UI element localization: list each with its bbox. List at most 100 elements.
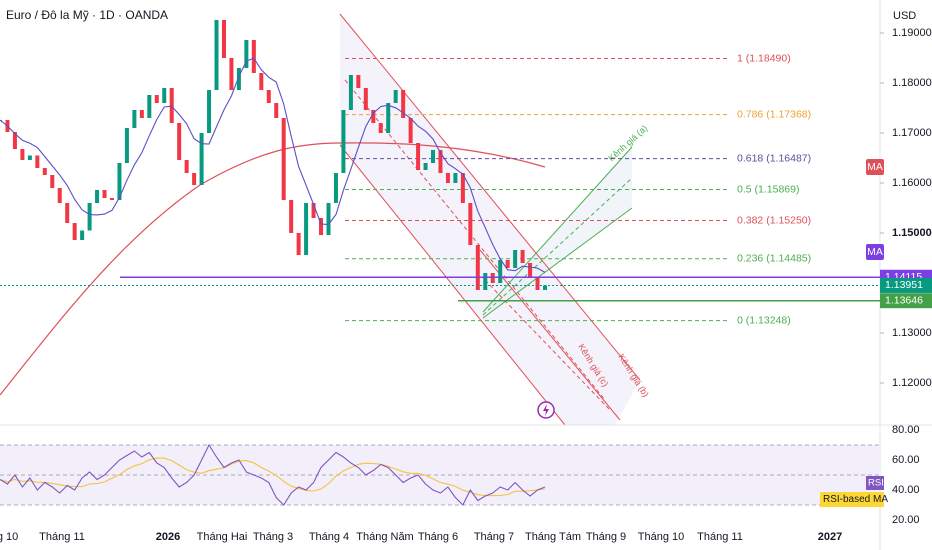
price-tag: 1.13951: [885, 279, 923, 291]
x-tick-label: 2027: [818, 531, 842, 543]
x-tick-label: Tháng 6: [418, 531, 458, 543]
candle: [505, 260, 510, 268]
candle: [199, 133, 204, 185]
rsi-tag: RSI: [868, 478, 884, 489]
candle: [281, 118, 286, 200]
ma-200-line: [0, 142, 546, 396]
x-tick-label: Tháng Năm: [356, 531, 413, 543]
candle: [543, 285, 547, 290]
candle: [423, 163, 428, 170]
fib-label: 1 (1.18490): [737, 52, 791, 64]
rsi-tick-label: 20.00: [892, 514, 920, 526]
channel-line: [344, 79, 606, 401]
candle: [453, 173, 458, 183]
candle: [229, 58, 234, 90]
candle: [65, 203, 70, 223]
candle: [259, 73, 264, 90]
candle: [117, 163, 122, 200]
candle: [102, 190, 107, 198]
candle: [72, 223, 77, 240]
candle: [27, 155, 32, 160]
channel-line: [339, 13, 641, 381]
fib-label: 0.382 (1.15250): [737, 214, 811, 226]
x-tick-label: Tháng Tám: [525, 531, 581, 543]
candle: [363, 88, 368, 110]
x-tick-label: 2026: [156, 531, 180, 543]
y-tick-label: 1.12000: [892, 377, 932, 389]
candle: [513, 250, 518, 268]
candle: [169, 88, 174, 123]
candle: [274, 103, 279, 118]
candle: [431, 150, 436, 163]
candle: [520, 250, 525, 263]
candle: [147, 95, 152, 118]
candle: [20, 149, 25, 160]
price-tag-bg: [880, 277, 932, 293]
candle: [124, 128, 129, 163]
channel-area: [340, 14, 640, 425]
candle: [50, 175, 55, 188]
x-tick-label: Tháng 3: [253, 531, 293, 543]
ma-tag: MA: [867, 246, 883, 258]
rsi-tick-label: 80.00: [892, 424, 920, 436]
channel-line: [482, 207, 633, 319]
rsi-ma-tag: RSI-based MA: [823, 494, 888, 505]
candle: [57, 188, 62, 203]
y-tick-label: 1.17000: [892, 127, 932, 139]
rsi-tick-label: 60.00: [892, 454, 920, 466]
candle: [139, 110, 144, 118]
candle: [42, 168, 47, 175]
candle: [35, 155, 40, 168]
candle: [304, 203, 309, 255]
rsi-ma-line: [0, 457, 546, 497]
candle: [348, 75, 353, 110]
y-tick-label: 1.16000: [892, 177, 932, 189]
candle: [87, 203, 92, 231]
candle: [109, 198, 114, 200]
x-tick-label: Tháng Hai: [197, 531, 248, 543]
x-tick-label: Tháng 7: [474, 531, 514, 543]
candle: [371, 110, 376, 123]
symbol-title: Euro / Đô la Mỹ · 1D · OANDA: [6, 8, 168, 22]
ma-line: [0, 57, 546, 273]
candle: [326, 203, 331, 235]
candle: [468, 203, 473, 245]
candle: [333, 173, 338, 203]
x-tick-label: Tháng 10: [0, 531, 18, 543]
fib-label: 0.786 (1.17368): [737, 108, 811, 120]
candle: [319, 218, 324, 235]
candle: [244, 40, 249, 68]
fib-label: 0.236 (1.14485): [737, 253, 811, 265]
channel-line: [482, 177, 633, 316]
rsi-tag-bg: [866, 476, 884, 490]
candle: [311, 203, 316, 218]
fib-label: 0 (1.13248): [737, 314, 791, 326]
rsi-ma-tag-bg: [820, 492, 884, 507]
candle: [177, 123, 182, 160]
candle: [162, 88, 167, 103]
y-tick-label: 1.15000: [892, 227, 932, 239]
channel-line: [479, 249, 621, 421]
rsi-band: [0, 444, 880, 506]
x-tick-label: Tháng 11: [697, 531, 743, 543]
candle: [498, 260, 503, 283]
candle: [386, 103, 391, 133]
rsi-line: [0, 443, 546, 506]
candle: [378, 123, 383, 133]
candle: [221, 20, 226, 58]
candle: [460, 173, 465, 203]
candle: [528, 263, 533, 278]
x-tick-label: Tháng 10: [638, 531, 684, 543]
x-tick-label: Tháng 4: [309, 531, 349, 543]
candle: [266, 90, 271, 103]
candle: [251, 40, 256, 73]
price-tag: 1.13646: [885, 294, 923, 306]
candle: [341, 110, 346, 173]
candle: [438, 150, 443, 173]
candle: [393, 90, 398, 103]
ma-tag-bg: [866, 244, 884, 260]
price-tag-bg: [880, 293, 932, 309]
ma-tag: MA: [867, 161, 883, 173]
candle: [475, 245, 480, 290]
